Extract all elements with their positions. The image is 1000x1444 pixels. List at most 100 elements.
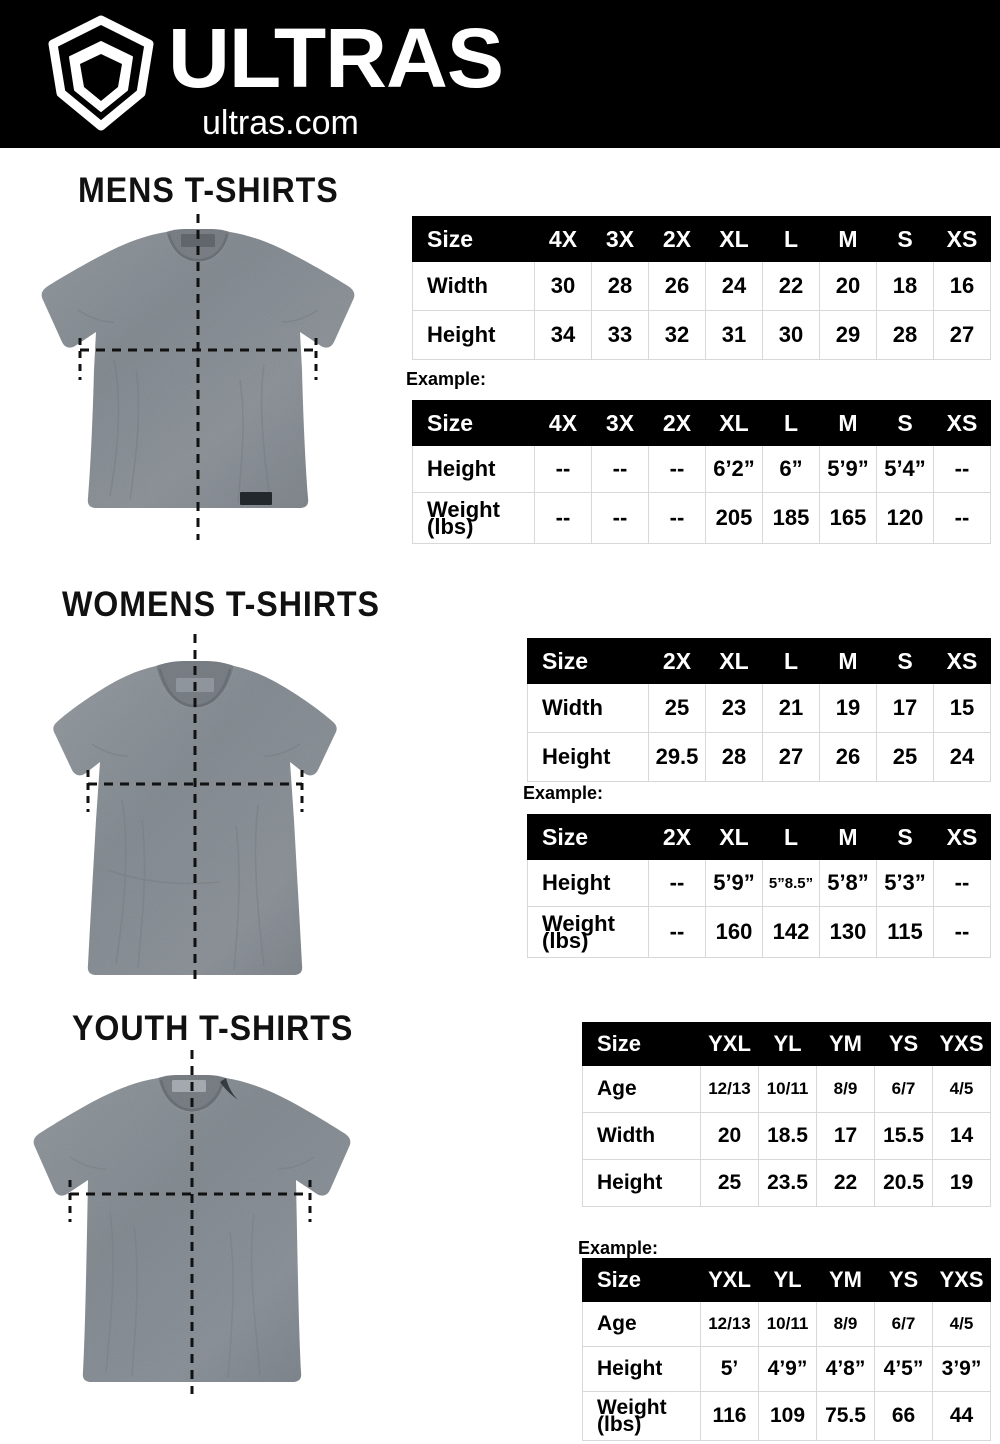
cell: 10/11 — [758, 1065, 817, 1113]
table-row: Weight (lbs) 116 109 75.5 66 44 — [582, 1391, 991, 1441]
cell: 8/9 — [816, 1301, 875, 1347]
table-header-row: Size YXL YL YM YS YXS — [582, 1258, 991, 1302]
youth-tshirt-icon — [12, 1042, 372, 1402]
row-label-height: Height — [582, 1159, 701, 1207]
cell: 29 — [819, 310, 877, 360]
cell: 30 — [762, 310, 820, 360]
weight-label-line1: Weight — [542, 911, 615, 936]
youth-size-table: Size YXL YL YM YS YXS Age 12/13 10/11 8/… — [582, 1022, 991, 1207]
cell: 6’2” — [705, 445, 763, 493]
cell: 142 — [762, 906, 820, 958]
cell: -- — [933, 492, 991, 544]
col-yl: YL — [758, 1022, 817, 1066]
col-l: L — [762, 814, 820, 860]
cell: 14 — [932, 1112, 991, 1160]
example-label-womens: Example: — [523, 783, 604, 803]
cell: -- — [648, 445, 706, 493]
cell: 5”8.5” — [762, 859, 820, 907]
table-row: Width 20 18.5 17 15.5 14 — [582, 1112, 991, 1160]
example-label-youth: Example: — [578, 1238, 659, 1258]
row-label-age: Age — [582, 1301, 701, 1347]
col-3x: 3X — [591, 400, 649, 446]
col-s: S — [876, 814, 934, 860]
row-label-weight: Weight (lbs) — [582, 1391, 701, 1441]
col-yxl: YXL — [700, 1022, 759, 1066]
table-row: Weight (lbs) -- -- -- 205 185 165 120 -- — [412, 492, 991, 544]
cell: 15 — [933, 683, 991, 733]
cell: 5’3” — [876, 859, 934, 907]
cell: 5’9” — [705, 859, 763, 907]
col-m: M — [819, 400, 877, 446]
cell: 185 — [762, 492, 820, 544]
brand-header: ULTRAS ultras.com — [0, 0, 1000, 148]
cell: 205 — [705, 492, 763, 544]
col-yxs: YXS — [932, 1258, 991, 1302]
youth-example-table: Size YXL YL YM YS YXS Age 12/13 10/11 8/… — [582, 1258, 991, 1441]
col-size: Size — [412, 400, 535, 446]
col-xs: XS — [933, 638, 991, 684]
table-header-row: Size 2X XL L M S XS — [527, 814, 991, 860]
table-header-row: Size 4X 3X 2X XL L M S XS — [412, 400, 991, 446]
table-row: Height 5’ 4’9” 4’8” 4’5” 3’9” — [582, 1346, 991, 1392]
col-ys: YS — [874, 1258, 933, 1302]
col-xl: XL — [705, 216, 763, 262]
mens-tshirt-icon — [18, 210, 378, 550]
cell: 5’9” — [819, 445, 877, 493]
table-header-row: Size YXL YL YM YS YXS — [582, 1022, 991, 1066]
cell: 24 — [705, 261, 763, 311]
col-s: S — [876, 400, 934, 446]
col-size: Size — [412, 216, 535, 262]
cell: 34 — [534, 310, 592, 360]
weight-label-line1: Weight — [427, 497, 500, 522]
cell: 4/5 — [932, 1065, 991, 1113]
col-2x: 2X — [648, 638, 706, 684]
mens-example-table: Size 4X 3X 2X XL L M S XS Height -- -- -… — [412, 400, 991, 544]
cell: 15.5 — [874, 1112, 933, 1160]
table-header-row: Size 4X 3X 2X XL L M S XS — [412, 216, 991, 262]
cell: 25 — [648, 683, 706, 733]
cell: 29.5 — [648, 732, 706, 782]
table-row: Weight (lbs) -- 160 142 130 115 -- — [527, 906, 991, 958]
cell: 5’8” — [819, 859, 877, 907]
col-xs: XS — [933, 814, 991, 860]
brand-website: ultras.com — [202, 104, 359, 142]
col-2x: 2X — [648, 400, 706, 446]
cell: 23 — [705, 683, 763, 733]
col-l: L — [762, 400, 820, 446]
col-ym: YM — [816, 1258, 875, 1302]
cell: 12/13 — [700, 1301, 759, 1347]
cell: 160 — [705, 906, 763, 958]
cell: 17 — [816, 1112, 875, 1160]
row-label-height: Height — [412, 310, 535, 360]
row-label-height: Height — [527, 859, 649, 907]
cell: 5’4” — [876, 445, 934, 493]
brand-name: ULTRAS — [168, 11, 504, 105]
col-4x: 4X — [534, 400, 592, 446]
cell: 20.5 — [874, 1159, 933, 1207]
cell: 19 — [932, 1159, 991, 1207]
cell: 120 — [876, 492, 934, 544]
cell: 20 — [700, 1112, 759, 1160]
col-ym: YM — [816, 1022, 875, 1066]
col-3x: 3X — [591, 216, 649, 262]
col-yxl: YXL — [700, 1258, 759, 1302]
row-label-width: Width — [527, 683, 649, 733]
col-s: S — [876, 638, 934, 684]
cell: 3’9” — [932, 1346, 991, 1392]
cell: 32 — [648, 310, 706, 360]
table-row: Height 34 33 32 31 30 29 28 27 — [412, 310, 991, 360]
cell: 6/7 — [874, 1065, 933, 1113]
col-size: Size — [582, 1258, 701, 1302]
col-l: L — [762, 638, 820, 684]
row-label-weight: Weight (lbs) — [527, 906, 649, 958]
row-label-weight: Weight (lbs) — [412, 492, 535, 544]
col-l: L — [762, 216, 820, 262]
table-row: Width 30 28 26 24 22 20 18 16 — [412, 261, 991, 311]
cell: 31 — [705, 310, 763, 360]
cell: 6” — [762, 445, 820, 493]
cell: 30 — [534, 261, 592, 311]
weight-label-line2: (lbs) — [542, 928, 589, 953]
row-label-height: Height — [412, 445, 535, 493]
cell: -- — [534, 445, 592, 493]
cell: 27 — [933, 310, 991, 360]
